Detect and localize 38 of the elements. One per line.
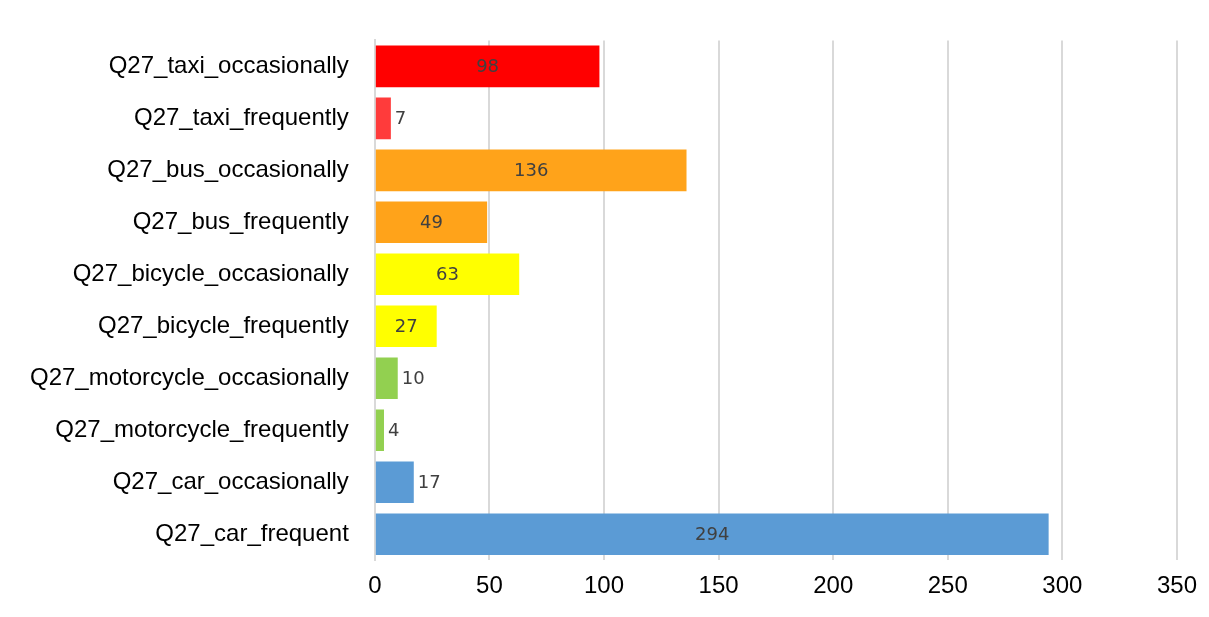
y-tick-label: Q27_bus_frequently [132,206,349,234]
x-tick-label: 150 [698,571,739,599]
data-label: 294 [695,522,730,544]
data-label: 49 [420,211,443,232]
data-label: 63 [436,262,459,284]
y-tick-label: Q27_car_frequent [155,518,350,546]
bar [375,45,600,88]
x-tick-label: 50 [476,571,503,599]
x-tick-label: 250 [927,571,968,599]
y-tick-label: Q27_car_occasionally [112,466,349,494]
bar [375,97,391,140]
data-label: 7 [394,107,407,129]
data-label: 136 [513,159,549,181]
x-tick-label: 100 [583,571,625,599]
bar [375,513,1049,555]
data-label: 10 [401,366,425,388]
data-label: 27 [394,314,418,336]
y-tick-label: Q27_motorcycle_occasionally [29,362,349,390]
x-tick-label: 0 [368,571,382,599]
y-tick-label: Q27_taxi_frequently [134,103,349,130]
bar [375,201,488,244]
data-label: 4 [387,418,400,440]
x-tick-label: 300 [1042,571,1083,599]
data-label: 98 [476,55,500,77]
bar [375,253,520,296]
y-tick-label: Q27_motorcycle_frequently [55,414,349,442]
y-tick-label: Q27_bicycle_occasionally [72,258,349,286]
y-tick-label: Q27_taxi_occasionally [108,51,349,79]
bar [375,461,414,504]
x-tick-label: 350 [1156,571,1197,599]
data-label: 17 [417,470,441,492]
y-tick-label: Q27_bus_occasionally [107,154,349,182]
x-tick-label: 200 [813,571,854,599]
bar [375,409,384,452]
y-tick-label: Q27_bicycle_frequently [97,310,349,338]
bar [375,357,398,400]
bar [375,149,687,192]
bar [375,305,437,348]
